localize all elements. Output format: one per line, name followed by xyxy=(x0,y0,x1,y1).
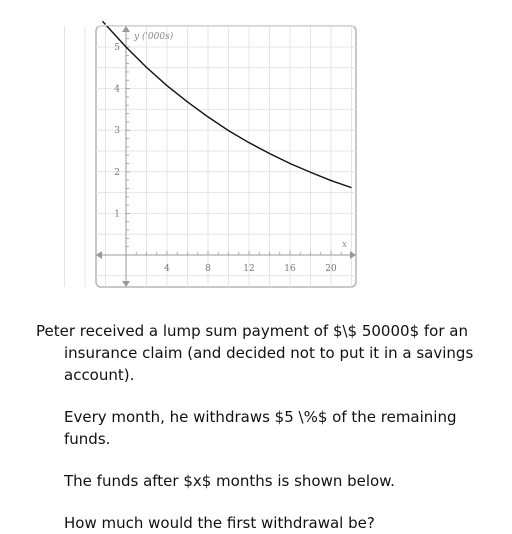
x-axis-arrow-left xyxy=(96,251,102,259)
y-axis-title: y ('000s) xyxy=(133,31,174,42)
y-tick-label: 3 xyxy=(114,126,120,136)
y-axis-arrow-down xyxy=(122,281,130,287)
y-tick-label: 2 xyxy=(114,168,120,178)
y-tick-label: 4 xyxy=(114,85,120,95)
x-tick-label: 4 xyxy=(164,264,170,274)
x-tick-label: 16 xyxy=(284,264,296,274)
series-line-overshoot xyxy=(101,20,107,26)
x-axis-arrow-right xyxy=(350,251,356,259)
x-tick-label: 20 xyxy=(325,264,337,274)
problem-funds: The funds after $x$ months is shown belo… xyxy=(64,472,395,490)
problem-text: Peter received a lump sum payment of $\$… xyxy=(36,320,496,534)
y-tick-label: 5 xyxy=(114,43,120,53)
problem-withdraw: Every month, he withdraws $5 \%$ of the … xyxy=(64,408,457,448)
series-line xyxy=(104,26,352,189)
chart: 4 8 12 16 20 1 2 3 4 5 y ('000s) x xyxy=(64,20,357,288)
plot-frame xyxy=(95,25,357,288)
x-tick-label: 12 xyxy=(243,264,254,274)
problem-question: How much would the first withdrawal be? xyxy=(64,514,375,532)
x-axis-title: x xyxy=(342,240,347,250)
y-tick-label: 1 xyxy=(114,209,120,219)
problem-intro: Peter received a lump sum payment of $\$… xyxy=(36,322,474,384)
y-axis-arrow-up xyxy=(122,26,130,32)
x-tick-label: 8 xyxy=(205,264,211,274)
